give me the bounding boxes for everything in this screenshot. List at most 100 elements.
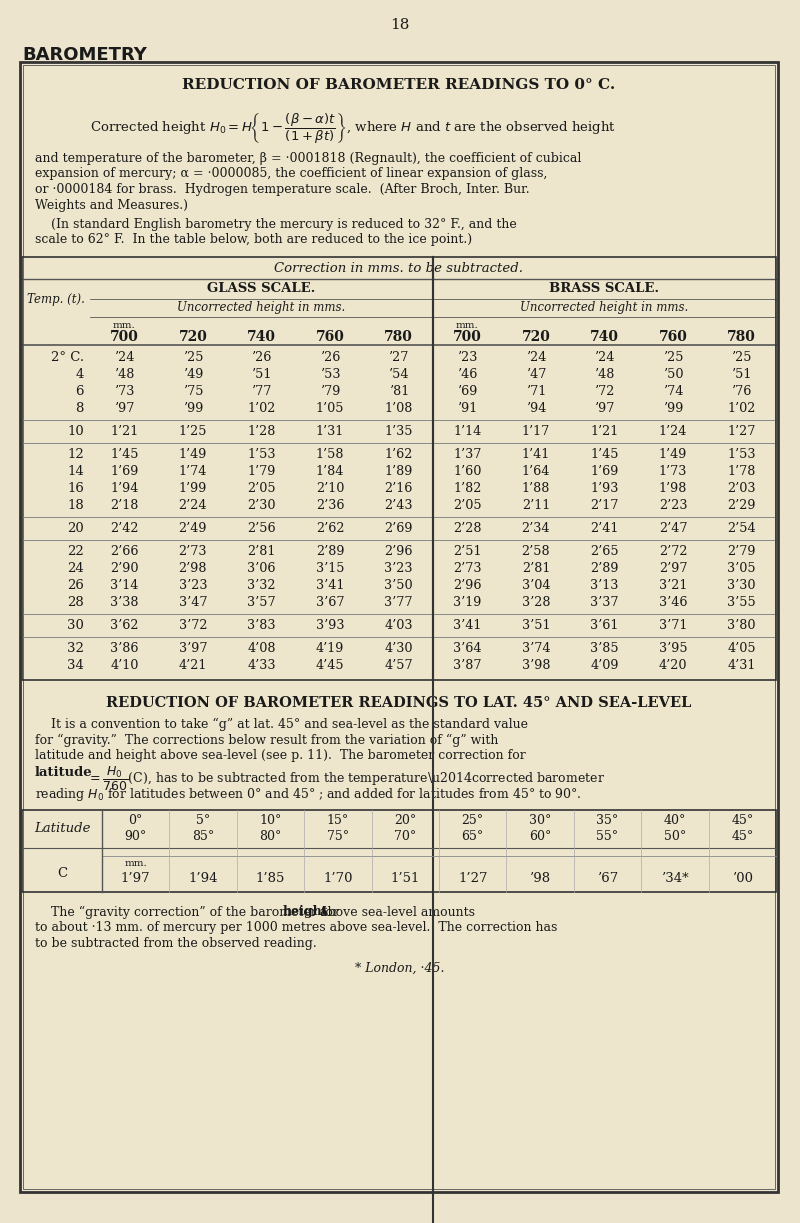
Text: 3’13: 3’13 bbox=[590, 578, 618, 592]
Text: 3’21: 3’21 bbox=[659, 578, 687, 592]
Text: 3’85: 3’85 bbox=[590, 642, 619, 656]
Text: 1’35: 1’35 bbox=[385, 426, 413, 438]
Text: 1’94: 1’94 bbox=[110, 482, 138, 495]
Text: 1’60: 1’60 bbox=[453, 465, 482, 478]
Text: Corrected height $H_0 = H\!\left\{1 - \dfrac{(\beta - \alpha)t}{(1 + \beta t)}\r: Corrected height $H_0 = H\!\left\{1 - \d… bbox=[90, 113, 616, 146]
Text: 1’25: 1’25 bbox=[178, 426, 207, 438]
Text: latitude and height above sea-level (see p. 11).  The barometer correction for: latitude and height above sea-level (see… bbox=[35, 748, 526, 762]
Text: 2’62: 2’62 bbox=[316, 522, 344, 534]
Text: C: C bbox=[57, 867, 67, 881]
Text: 1’98: 1’98 bbox=[659, 482, 687, 495]
Text: 2’79: 2’79 bbox=[727, 545, 756, 558]
Text: 3’57: 3’57 bbox=[247, 596, 276, 609]
Text: 4’08: 4’08 bbox=[247, 642, 276, 656]
Text: ’69: ’69 bbox=[457, 385, 478, 397]
Text: 4’09: 4’09 bbox=[590, 659, 618, 671]
Text: 1’69: 1’69 bbox=[590, 465, 618, 478]
Text: 3’23: 3’23 bbox=[178, 578, 207, 592]
Text: 2’58: 2’58 bbox=[522, 545, 550, 558]
Text: 2’49: 2’49 bbox=[178, 522, 207, 534]
Text: ’47: ’47 bbox=[526, 368, 546, 382]
Text: ’97: ’97 bbox=[114, 402, 134, 415]
Text: 34: 34 bbox=[67, 659, 84, 671]
Text: 3’74: 3’74 bbox=[522, 642, 550, 656]
Text: 780: 780 bbox=[384, 330, 413, 344]
Text: 2’97: 2’97 bbox=[659, 563, 687, 575]
Text: 2’66: 2’66 bbox=[110, 545, 138, 558]
Text: 45°: 45° bbox=[731, 830, 754, 843]
Text: 2’10: 2’10 bbox=[316, 482, 344, 495]
Text: ’51: ’51 bbox=[731, 368, 752, 382]
Text: 1’27: 1’27 bbox=[727, 426, 756, 438]
Text: 2’11: 2’11 bbox=[522, 499, 550, 512]
Text: 3’87: 3’87 bbox=[453, 659, 482, 671]
Text: ’53: ’53 bbox=[320, 368, 340, 382]
Text: 3’71: 3’71 bbox=[659, 619, 687, 632]
Text: 2’30: 2’30 bbox=[247, 499, 276, 512]
Text: mm.: mm. bbox=[124, 859, 147, 868]
Text: 740: 740 bbox=[247, 330, 276, 344]
Text: 90°: 90° bbox=[125, 830, 147, 843]
Text: 1’49: 1’49 bbox=[178, 448, 207, 461]
Text: 2’51: 2’51 bbox=[453, 545, 482, 558]
Text: 80°: 80° bbox=[259, 830, 282, 843]
Text: 2’42: 2’42 bbox=[110, 522, 138, 534]
Text: ’73: ’73 bbox=[114, 385, 134, 397]
Text: 16: 16 bbox=[67, 482, 84, 495]
Text: mm.: mm. bbox=[456, 320, 478, 329]
Text: ’23: ’23 bbox=[457, 351, 478, 364]
Text: 3’28: 3’28 bbox=[522, 596, 550, 609]
Text: Temp. (t).: Temp. (t). bbox=[27, 292, 85, 306]
Text: 2’73: 2’73 bbox=[178, 545, 207, 558]
Text: 75°: 75° bbox=[327, 830, 349, 843]
Text: 10°: 10° bbox=[259, 815, 282, 827]
Text: 1’37: 1’37 bbox=[453, 448, 482, 461]
Text: 1’53: 1’53 bbox=[727, 448, 756, 461]
Text: 3’95: 3’95 bbox=[658, 642, 687, 656]
Text: 700: 700 bbox=[453, 330, 482, 344]
Text: 3’05: 3’05 bbox=[727, 563, 756, 575]
Text: 1’97: 1’97 bbox=[121, 872, 150, 885]
Text: to be subtracted from the observed reading.: to be subtracted from the observed readi… bbox=[35, 937, 317, 949]
Text: 1’74: 1’74 bbox=[178, 465, 207, 478]
Text: 760: 760 bbox=[316, 330, 345, 344]
Text: 3’41: 3’41 bbox=[453, 619, 482, 632]
Text: 2’56: 2’56 bbox=[247, 522, 276, 534]
Text: ’25: ’25 bbox=[182, 351, 203, 364]
Text: height: height bbox=[282, 905, 328, 918]
Text: 2’41: 2’41 bbox=[590, 522, 618, 534]
Text: 700: 700 bbox=[110, 330, 138, 344]
Text: 780: 780 bbox=[727, 330, 756, 344]
Text: 1’62: 1’62 bbox=[385, 448, 413, 461]
Text: 1’49: 1’49 bbox=[659, 448, 687, 461]
Text: 1’84: 1’84 bbox=[316, 465, 344, 478]
Text: 3’23: 3’23 bbox=[385, 563, 413, 575]
Text: 1’99: 1’99 bbox=[178, 482, 207, 495]
Text: 1’45: 1’45 bbox=[590, 448, 618, 461]
Text: ’54: ’54 bbox=[389, 368, 409, 382]
Text: The “gravity correction” of the barometer for: The “gravity correction” of the baromete… bbox=[35, 905, 343, 918]
Text: ’74: ’74 bbox=[663, 385, 683, 397]
Text: 4’45: 4’45 bbox=[316, 659, 345, 671]
Bar bbox=[22, 257, 776, 680]
Text: 3’47: 3’47 bbox=[178, 596, 207, 609]
Text: 1’08: 1’08 bbox=[385, 402, 413, 415]
Text: 3’51: 3’51 bbox=[522, 619, 550, 632]
Text: 3’46: 3’46 bbox=[659, 596, 687, 609]
Text: 25°: 25° bbox=[462, 815, 484, 827]
Text: 1’73: 1’73 bbox=[659, 465, 687, 478]
Text: 4: 4 bbox=[76, 368, 84, 382]
Text: 1’21: 1’21 bbox=[110, 426, 138, 438]
Text: ’24: ’24 bbox=[526, 351, 546, 364]
Text: 32: 32 bbox=[67, 642, 84, 656]
Text: 4’20: 4’20 bbox=[659, 659, 687, 671]
Text: 1’17: 1’17 bbox=[522, 426, 550, 438]
Text: 85°: 85° bbox=[192, 830, 214, 843]
Text: 15°: 15° bbox=[326, 815, 349, 827]
Text: $= \dfrac{H_0}{760}$(C), has to be subtracted from the temperature\u2014correcte: $= \dfrac{H_0}{760}$(C), has to be subtr… bbox=[87, 764, 605, 793]
Text: ’75: ’75 bbox=[182, 385, 203, 397]
Text: Latitude: Latitude bbox=[34, 822, 90, 835]
Text: 3’15: 3’15 bbox=[316, 563, 344, 575]
Text: Uncorrected height in mms.: Uncorrected height in mms. bbox=[178, 302, 346, 314]
Text: 55°: 55° bbox=[597, 830, 618, 843]
